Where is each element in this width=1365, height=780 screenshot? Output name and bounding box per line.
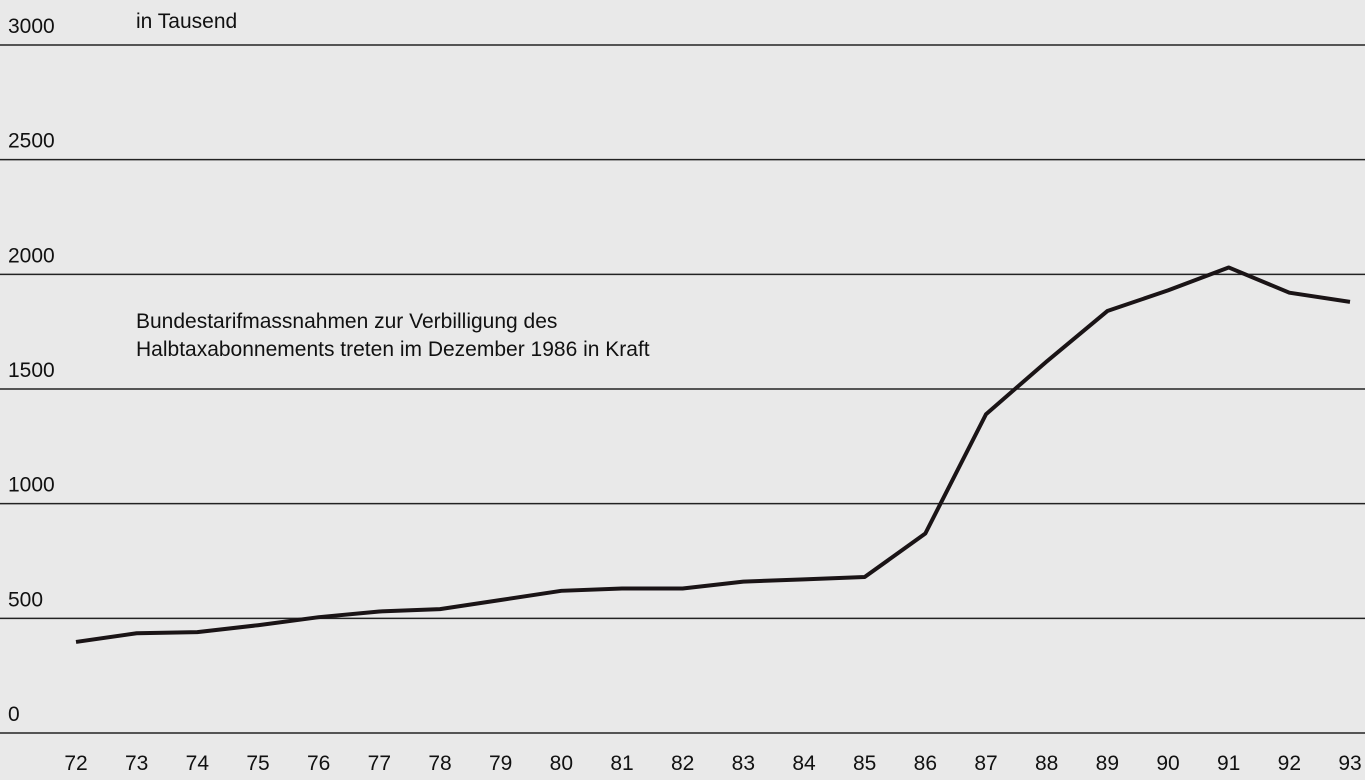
y-tick-label: 0 xyxy=(8,703,20,726)
x-tick-label: 81 xyxy=(610,752,633,775)
x-tick-label: 87 xyxy=(974,752,997,775)
y-tick-label: 3000 xyxy=(8,15,55,38)
y-tick-label: 1000 xyxy=(8,474,55,497)
x-tick-label: 89 xyxy=(1096,752,1119,775)
x-tick-label: 75 xyxy=(246,752,269,775)
x-tick-label: 93 xyxy=(1338,752,1361,775)
annotation: Bundestarifmassnahmen zur Verbilligung d… xyxy=(136,310,557,333)
x-tick-label: 80 xyxy=(550,752,573,775)
unit-label: in Tausend xyxy=(136,10,237,33)
x-tick-label: 77 xyxy=(368,752,391,775)
x-tick-label: 76 xyxy=(307,752,330,775)
x-tick-label: 73 xyxy=(125,752,148,775)
x-tick-label: 85 xyxy=(853,752,876,775)
x-tick-label: 79 xyxy=(489,752,512,775)
x-tick-label: 72 xyxy=(64,752,87,775)
x-tick-label: 83 xyxy=(732,752,755,775)
x-tick-label: 82 xyxy=(671,752,694,775)
y-tick-label: 2000 xyxy=(8,244,55,267)
x-tick-label: 90 xyxy=(1156,752,1179,775)
x-tick-label: 74 xyxy=(186,752,210,775)
y-tick-label: 500 xyxy=(8,588,43,611)
x-tick-label: 86 xyxy=(914,752,937,775)
y-tick-label: 1500 xyxy=(8,359,55,382)
annotation: Halbtaxabonnements treten im Dezember 19… xyxy=(136,338,650,361)
y-tick-label: 2500 xyxy=(8,130,55,153)
x-tick-label: 91 xyxy=(1217,752,1240,775)
x-tick-label: 84 xyxy=(792,752,816,775)
data-line xyxy=(75,265,1351,644)
x-tick-label: 88 xyxy=(1035,752,1058,775)
x-tick-label: 78 xyxy=(428,752,451,775)
x-tick-label: 92 xyxy=(1278,752,1301,775)
